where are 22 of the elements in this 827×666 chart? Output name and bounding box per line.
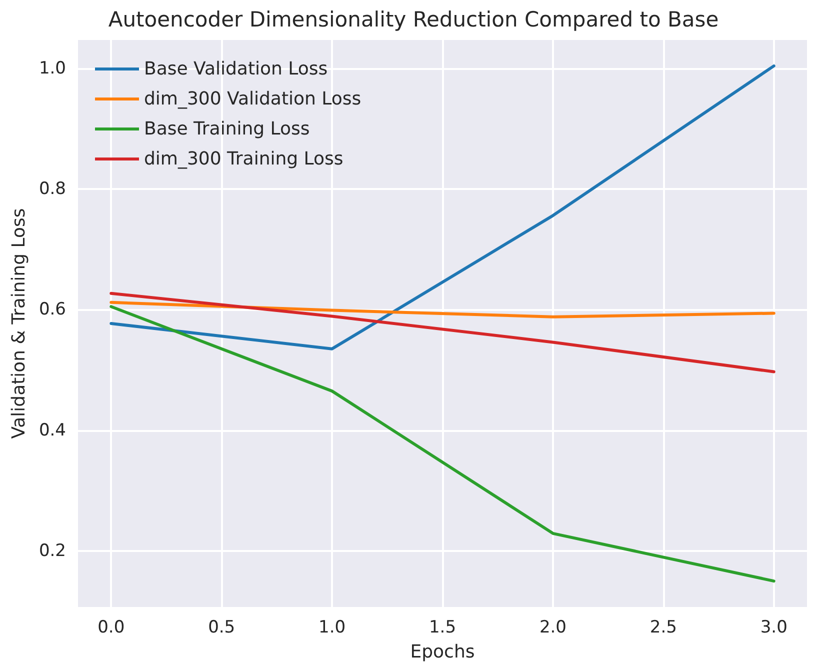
line-series — [110, 292, 776, 374]
line-series — [110, 300, 776, 318]
y-tick-label: 0.6 — [38, 300, 66, 320]
x-tick-label: 1.0 — [318, 618, 346, 638]
x-tick-label: 3.0 — [760, 618, 788, 638]
y-tick-label: 0.4 — [38, 420, 66, 440]
x-tick-label: 1.5 — [428, 618, 456, 638]
x-axis-title: Epochs — [410, 642, 475, 662]
y-tick-label: 0.8 — [38, 178, 66, 199]
y-tick-label: 0.2 — [38, 540, 66, 561]
y-tick-label: 1.0 — [38, 58, 66, 78]
line-series — [110, 305, 776, 583]
legend-label: dim_300 Validation Loss — [144, 88, 362, 110]
y-axis-title: Validation & Training Loss — [8, 208, 30, 439]
x-tick-label: 2.5 — [650, 618, 677, 638]
legend-label: dim_300 Training Loss — [144, 148, 344, 170]
legend-label: Base Training Loss — [144, 118, 310, 140]
chart-title: Autoencoder Dimensionality Reduction Compared to Base — [108, 8, 719, 32]
legend-label: Base Validation Loss — [144, 58, 328, 80]
x-tick-label: 0.0 — [98, 618, 125, 638]
x-tick-label: 0.5 — [208, 618, 236, 638]
x-tick-label: 2.0 — [539, 618, 566, 638]
